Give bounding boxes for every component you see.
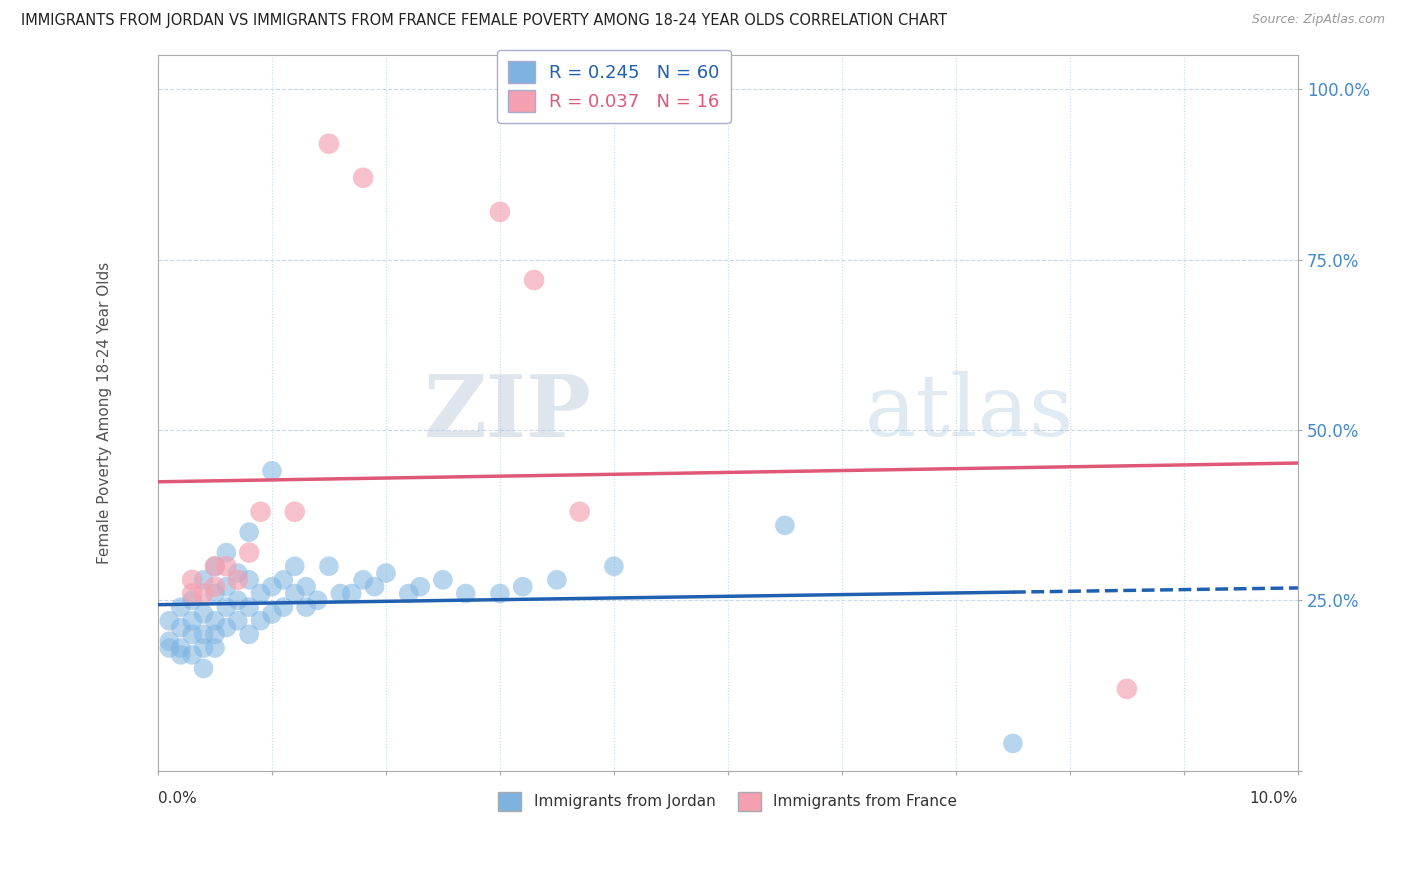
Point (546, 573, 568, 587)
Point (238, 573, 260, 587)
Point (398, 586, 420, 600)
Legend: Immigrants from Jordan, Immigrants from France: Immigrants from Jordan, Immigrants from … (492, 786, 963, 817)
Point (170, 640, 193, 655)
Point (170, 648, 193, 662)
Point (363, 580, 385, 594)
Point (193, 640, 215, 655)
Point (226, 566, 249, 580)
Point (329, 586, 352, 600)
Point (170, 621, 193, 635)
Point (238, 627, 260, 641)
Point (181, 586, 204, 600)
Point (273, 600, 295, 615)
Point (215, 546, 238, 560)
Point (181, 614, 204, 628)
Point (215, 600, 238, 615)
Point (1115, 681, 1137, 696)
Point (352, 573, 374, 587)
Point (181, 627, 204, 641)
Point (409, 580, 432, 594)
Point (204, 586, 226, 600)
Point (260, 464, 283, 478)
Point (352, 170, 374, 185)
Point (226, 614, 249, 628)
Point (307, 593, 329, 607)
Text: 10.0%: 10.0% (1250, 791, 1298, 805)
Point (512, 580, 534, 594)
Point (568, 505, 591, 519)
Point (193, 586, 215, 600)
Text: IMMIGRANTS FROM JORDAN VS IMMIGRANTS FROM FRANCE FEMALE POVERTY AMONG 18-24 YEAR: IMMIGRANTS FROM JORDAN VS IMMIGRANTS FRO… (21, 13, 948, 29)
Point (773, 518, 796, 533)
Point (249, 505, 271, 519)
Text: Source: ZipAtlas.com: Source: ZipAtlas.com (1251, 13, 1385, 27)
Point (204, 559, 226, 574)
Point (284, 559, 307, 574)
Point (193, 661, 215, 675)
Point (238, 546, 260, 560)
Point (318, 136, 340, 151)
Point (1001, 736, 1024, 750)
Point (489, 586, 512, 600)
Point (523, 273, 546, 287)
Point (193, 627, 215, 641)
Point (157, 640, 180, 655)
Point (204, 640, 226, 655)
Point (226, 573, 249, 587)
Point (273, 573, 295, 587)
Point (432, 573, 454, 587)
Point (489, 205, 512, 219)
Point (226, 593, 249, 607)
Point (215, 621, 238, 635)
Point (238, 525, 260, 540)
Point (454, 586, 477, 600)
Point (340, 586, 363, 600)
Point (318, 559, 340, 574)
Text: atlas: atlas (865, 371, 1074, 455)
Point (249, 614, 271, 628)
Point (284, 505, 307, 519)
Point (249, 586, 271, 600)
Point (215, 559, 238, 574)
Point (157, 634, 180, 648)
Point (157, 614, 180, 628)
Point (181, 573, 204, 587)
Point (204, 614, 226, 628)
Point (295, 580, 318, 594)
Point (193, 607, 215, 621)
Point (260, 607, 283, 621)
Point (170, 600, 193, 615)
Point (260, 580, 283, 594)
Point (181, 648, 204, 662)
Point (215, 580, 238, 594)
Point (295, 600, 318, 615)
Point (603, 559, 626, 574)
Y-axis label: Female Poverty Among 18-24 Year Olds: Female Poverty Among 18-24 Year Olds (97, 261, 112, 564)
Text: 0.0%: 0.0% (157, 791, 197, 805)
Point (204, 627, 226, 641)
Point (204, 559, 226, 574)
Point (204, 580, 226, 594)
Point (181, 593, 204, 607)
Point (284, 586, 307, 600)
Point (374, 566, 396, 580)
Point (193, 573, 215, 587)
Text: ZIP: ZIP (423, 371, 591, 455)
Point (238, 600, 260, 615)
